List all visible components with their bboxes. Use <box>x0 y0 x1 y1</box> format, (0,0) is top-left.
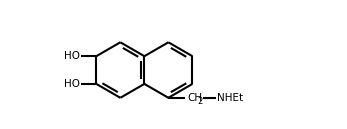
Text: NHEt: NHEt <box>217 93 243 103</box>
Text: HO: HO <box>64 51 80 61</box>
Text: 2: 2 <box>198 97 203 106</box>
Text: CH: CH <box>187 93 202 103</box>
Text: HO: HO <box>64 79 80 89</box>
